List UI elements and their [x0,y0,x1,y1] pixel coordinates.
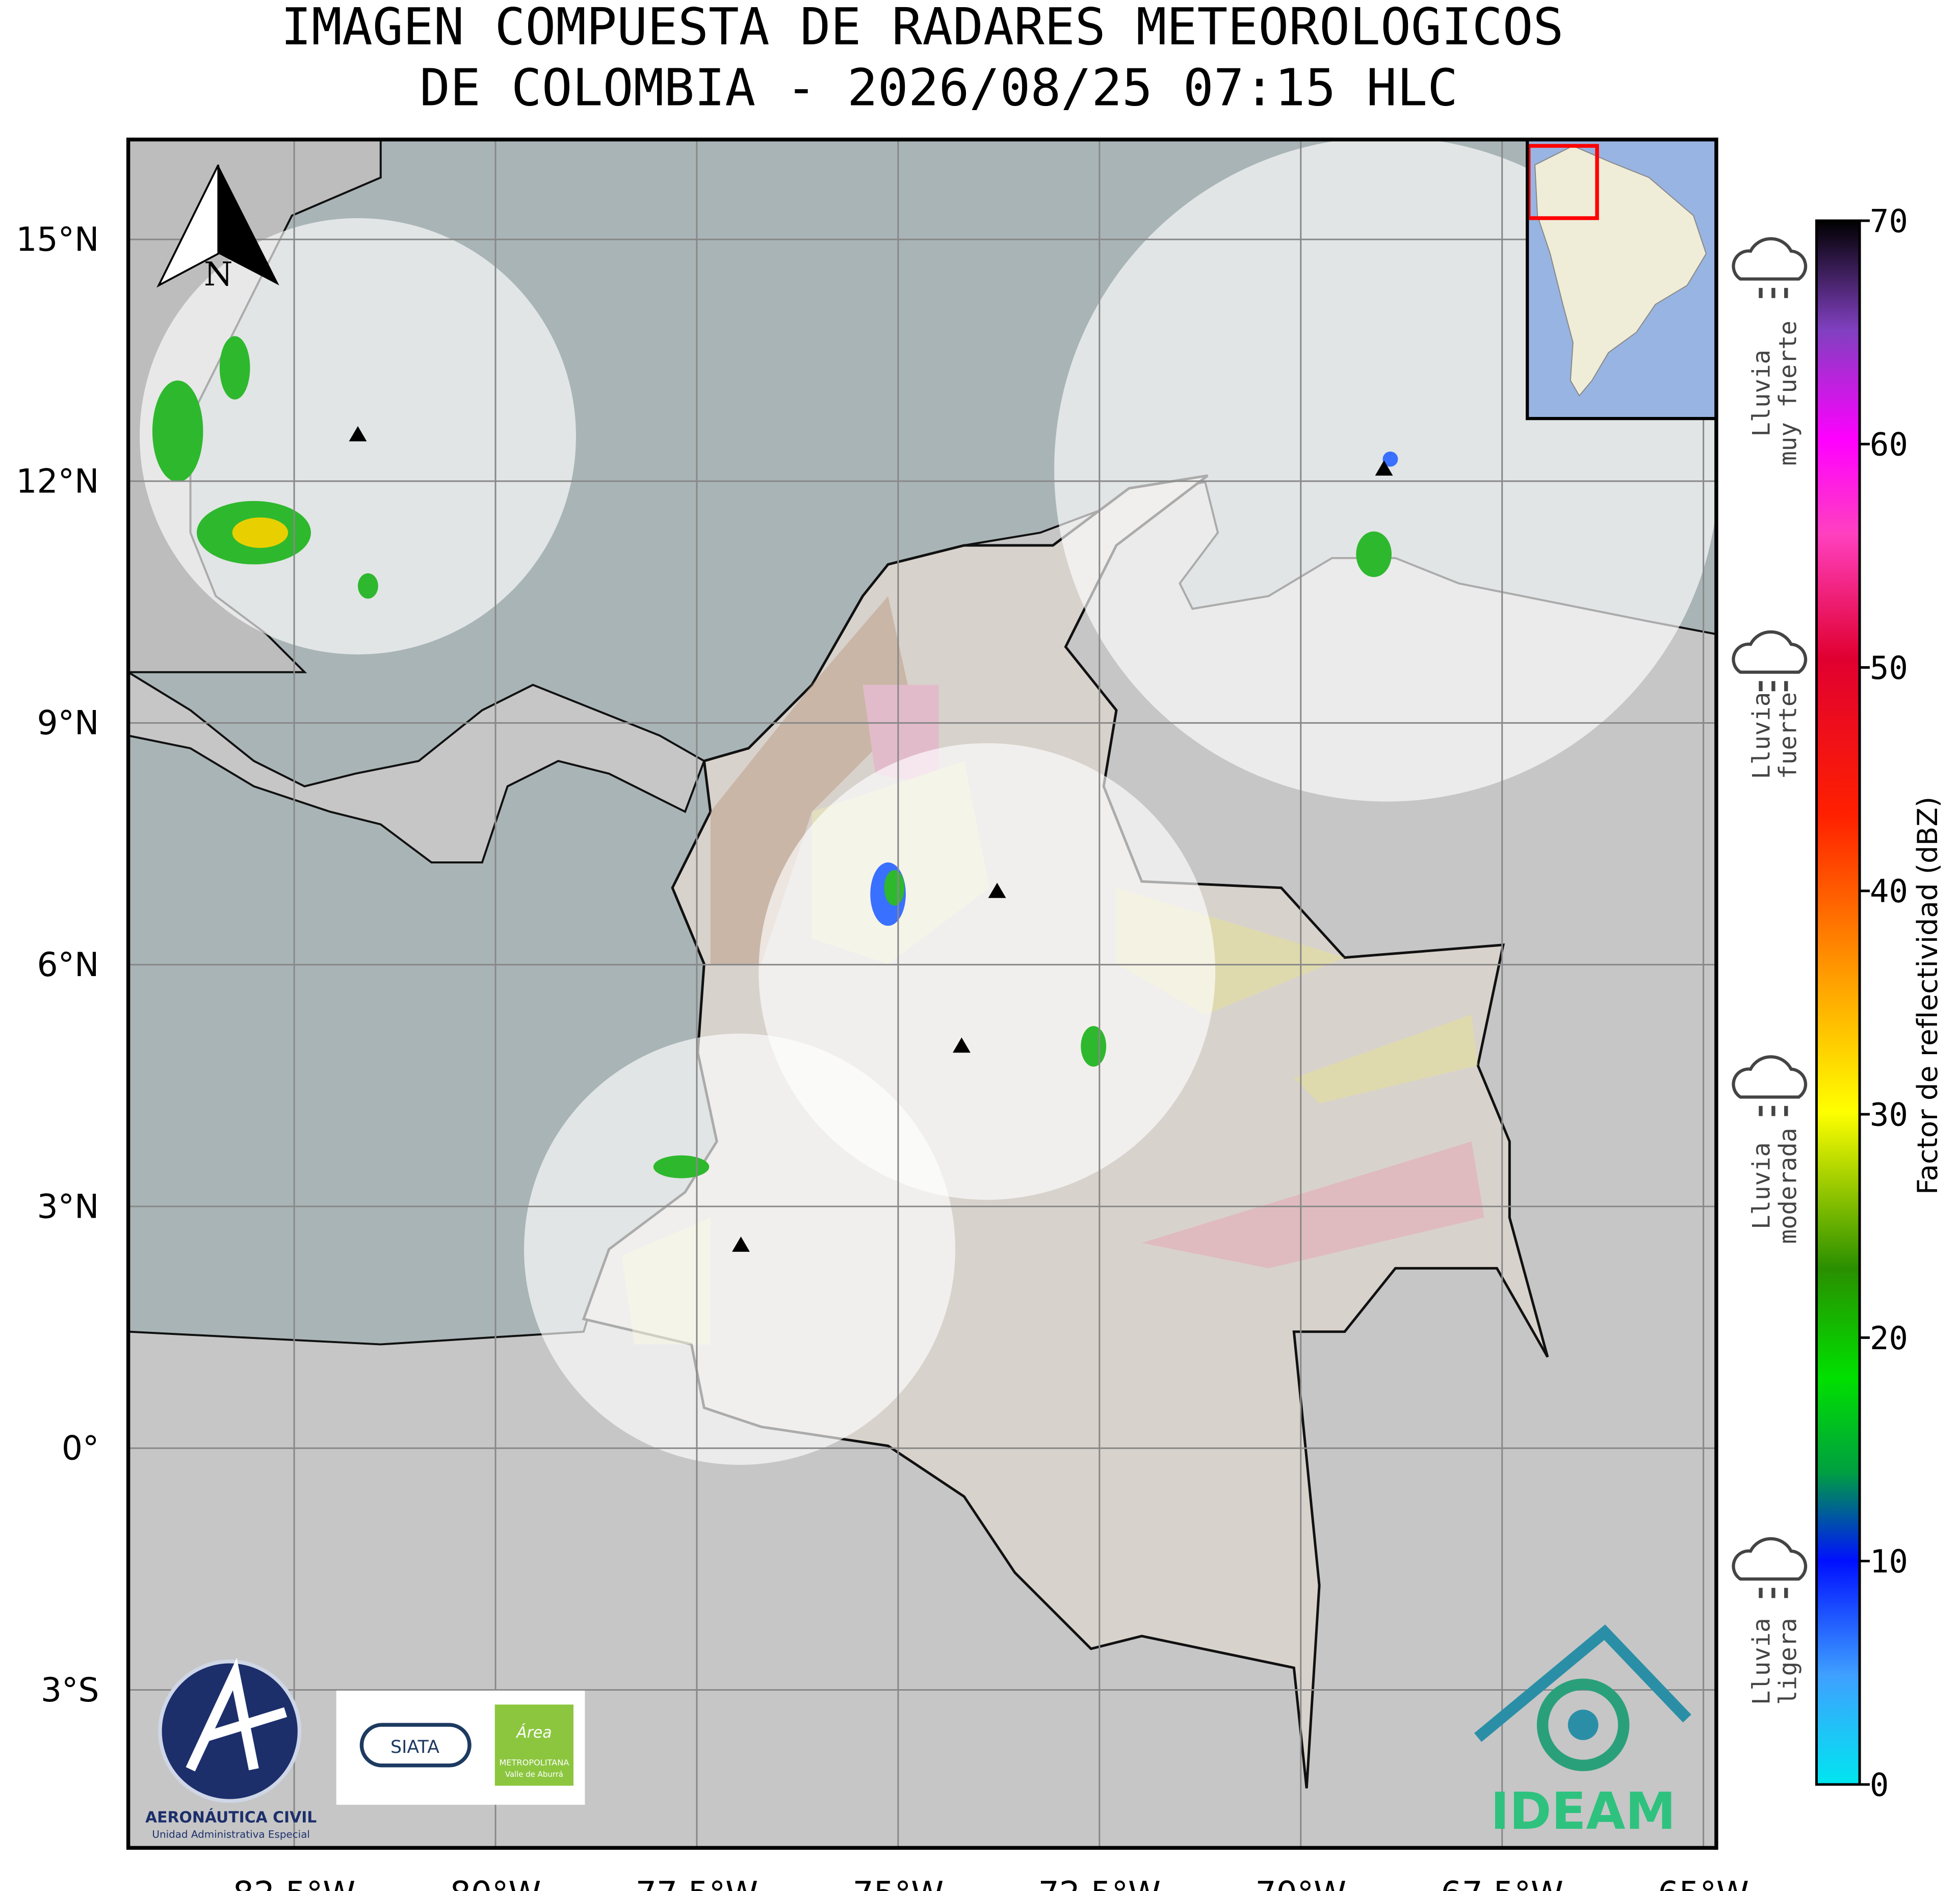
land [128,671,705,864]
x-tick-label: 80°W [450,1875,541,1891]
radar-echo [884,870,905,906]
rain-level-label: Lluvia [1747,1142,1775,1229]
logo-text: METROPOLITANA [499,1758,569,1768]
radar-site [732,1237,750,1252]
department-shading [1294,1014,1478,1104]
rain-icon [1732,630,1808,674]
colorbar-tick-label: 10 [1870,1543,1908,1580]
axes: 82.5°W 80°W 77.5°W 75°W 72.5°W 70°W 67.5°W 65°W… [16,221,1749,1891]
rain-drops [1759,287,1788,298]
logo-text: Unidad Administrativa Especial [152,1828,309,1840]
radar-echo [1081,1026,1107,1067]
logo-ideam [1474,1624,1691,1742]
rain-level-label: moderada [1774,1128,1802,1244]
radar-echo [219,336,250,400]
inset-map [1526,138,1718,421]
logo-ideam: IDEAM [1474,1624,1691,1841]
title-line: IMAGEN COMPUESTA DE RADARES METEOROLOGIC… [281,0,1563,57]
colorbar-tick-label: 30 [1870,1096,1908,1134]
y-tick-label: 6°N [37,946,99,984]
inset-map [1534,145,1707,397]
radar-site [1375,460,1393,476]
rain-level-label: Lluvia [1747,350,1775,437]
logo-siata-area [359,1723,472,1768]
map-frame [126,137,1718,1850]
x-tick-label: 72.5°W [1038,1875,1161,1891]
colorbar-tick-label: 0 [1870,1766,1889,1803]
rain-level-label: ligera [1774,1618,1802,1705]
radar-echo [653,1155,710,1178]
map-area: N AERONÁUTICA CIVIL Unidad Administrativ… [128,139,1716,1848]
radar-site [349,426,367,441]
radar-site [349,426,1393,1252]
x-tick-label: 65°W [1658,1875,1749,1891]
rain-drops [1759,681,1788,692]
rain-level-label: muy fuerte [1774,321,1802,466]
rain-drops [1759,1106,1788,1116]
colorbar-tick-label: 50 [1870,649,1908,687]
y-tick-label: 3°N [37,1188,99,1226]
department-shading [1141,1141,1484,1269]
x-tick-label: 70°W [1255,1875,1346,1891]
radar-echo [1382,451,1398,467]
logo-text: SIATA [390,1737,439,1757]
radar-site [988,882,1006,898]
x-tick-label: 77.5°W [636,1875,758,1891]
y-tick-label: 9°N [37,704,99,743]
rain-level-label: fuerte [1774,692,1802,779]
rain-level-label: Lluvia [1747,1618,1775,1705]
y-tick-label: 0° [62,1430,99,1468]
logo-aeronautica [186,1658,288,1772]
y-tick-label: 15°N [16,221,99,259]
logo-text: Valle de Aburrá [505,1770,563,1779]
y-tick-label: 3°S [41,1671,99,1710]
logo-ideam [1567,1710,1599,1740]
colorbar-label: Factor de reflectividad (dBZ) [1911,797,1944,1195]
graticule [128,139,1716,1848]
x-tick-label: 82.5°W [233,1875,355,1891]
x-tick-label: 67.5°W [1441,1875,1563,1891]
radar-echo [358,573,378,599]
radar-site [953,1037,971,1053]
colorbar-tick-label: 40 [1870,873,1908,910]
logo-text: AERONÁUTICA CIVIL [145,1808,317,1827]
rain-icon [1732,237,1808,281]
rain-icon [1732,1055,1808,1099]
colorbar-tick-label: 70 [1870,202,1908,240]
rain-drops [1759,1588,1788,1598]
logo-text: Área [515,1723,552,1742]
department-shading [710,596,913,964]
rain-icon [1732,1537,1808,1581]
colorbar [1815,219,1861,1786]
y-tick-label: 12°N [16,462,99,501]
logo-siata-area: SIATA Área METROPOLITANA Valle de Aburrá [336,1690,585,1805]
colorbar-tick-label: 60 [1870,426,1908,463]
radar-echo [1356,531,1392,577]
logo-siata-area [494,1704,574,1786]
x-tick-label: 75°W [853,1875,944,1891]
colorbar-tick-label: 20 [1870,1320,1908,1357]
rain-level-label: Lluvia [1747,692,1775,779]
logo-text: IDEAM [1491,1782,1676,1841]
colorbar-ticks: 0 10 20 30 40 50 60 70 [1860,202,1908,1803]
logo-ideam [1536,1678,1630,1771]
radar-echo [152,380,203,482]
logo-aeronautica: AERONÁUTICA CIVIL Unidad Administrativa … [145,1658,317,1840]
title-line: DE COLOMBIA - 2026/08/25 07:15 HLC [420,59,1458,118]
radar-echo [232,517,289,548]
north-label: N [204,255,233,294]
